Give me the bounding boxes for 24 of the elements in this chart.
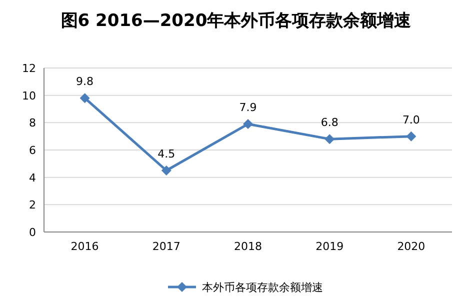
data-label: 4.5 — [158, 148, 176, 160]
y-tick-label: 8 — [29, 116, 36, 130]
x-tick-label: 2018 — [234, 240, 262, 253]
data-label: 9.8 — [76, 75, 94, 88]
x-tick-label: 2019 — [316, 240, 344, 253]
y-tick-label: 0 — [29, 226, 36, 239]
x-tick-label: 2020 — [397, 240, 426, 253]
chart-title: 图6 2016—2020年本外币各项存款余额增速 — [60, 11, 412, 31]
point — [324, 134, 335, 144]
data-label: 7.9 — [239, 101, 257, 114]
y-tick-label: 6 — [29, 144, 36, 157]
data-label: 6.8 — [320, 116, 338, 130]
point — [243, 119, 253, 130]
data-label: 7.0 — [402, 113, 420, 126]
y-tick-label: 10 — [22, 89, 36, 102]
y-tick-label: 4 — [29, 171, 36, 184]
y-tick-label: 2 — [29, 198, 36, 212]
point — [80, 93, 90, 104]
point — [161, 166, 172, 176]
point — [406, 131, 416, 142]
x-tick-label: 2017 — [152, 240, 180, 253]
x-tick-label: 2016 — [70, 240, 99, 253]
y-tick-label: 12 — [22, 62, 36, 75]
legend-label: 本外币各项存款余额增速 — [202, 281, 323, 294]
